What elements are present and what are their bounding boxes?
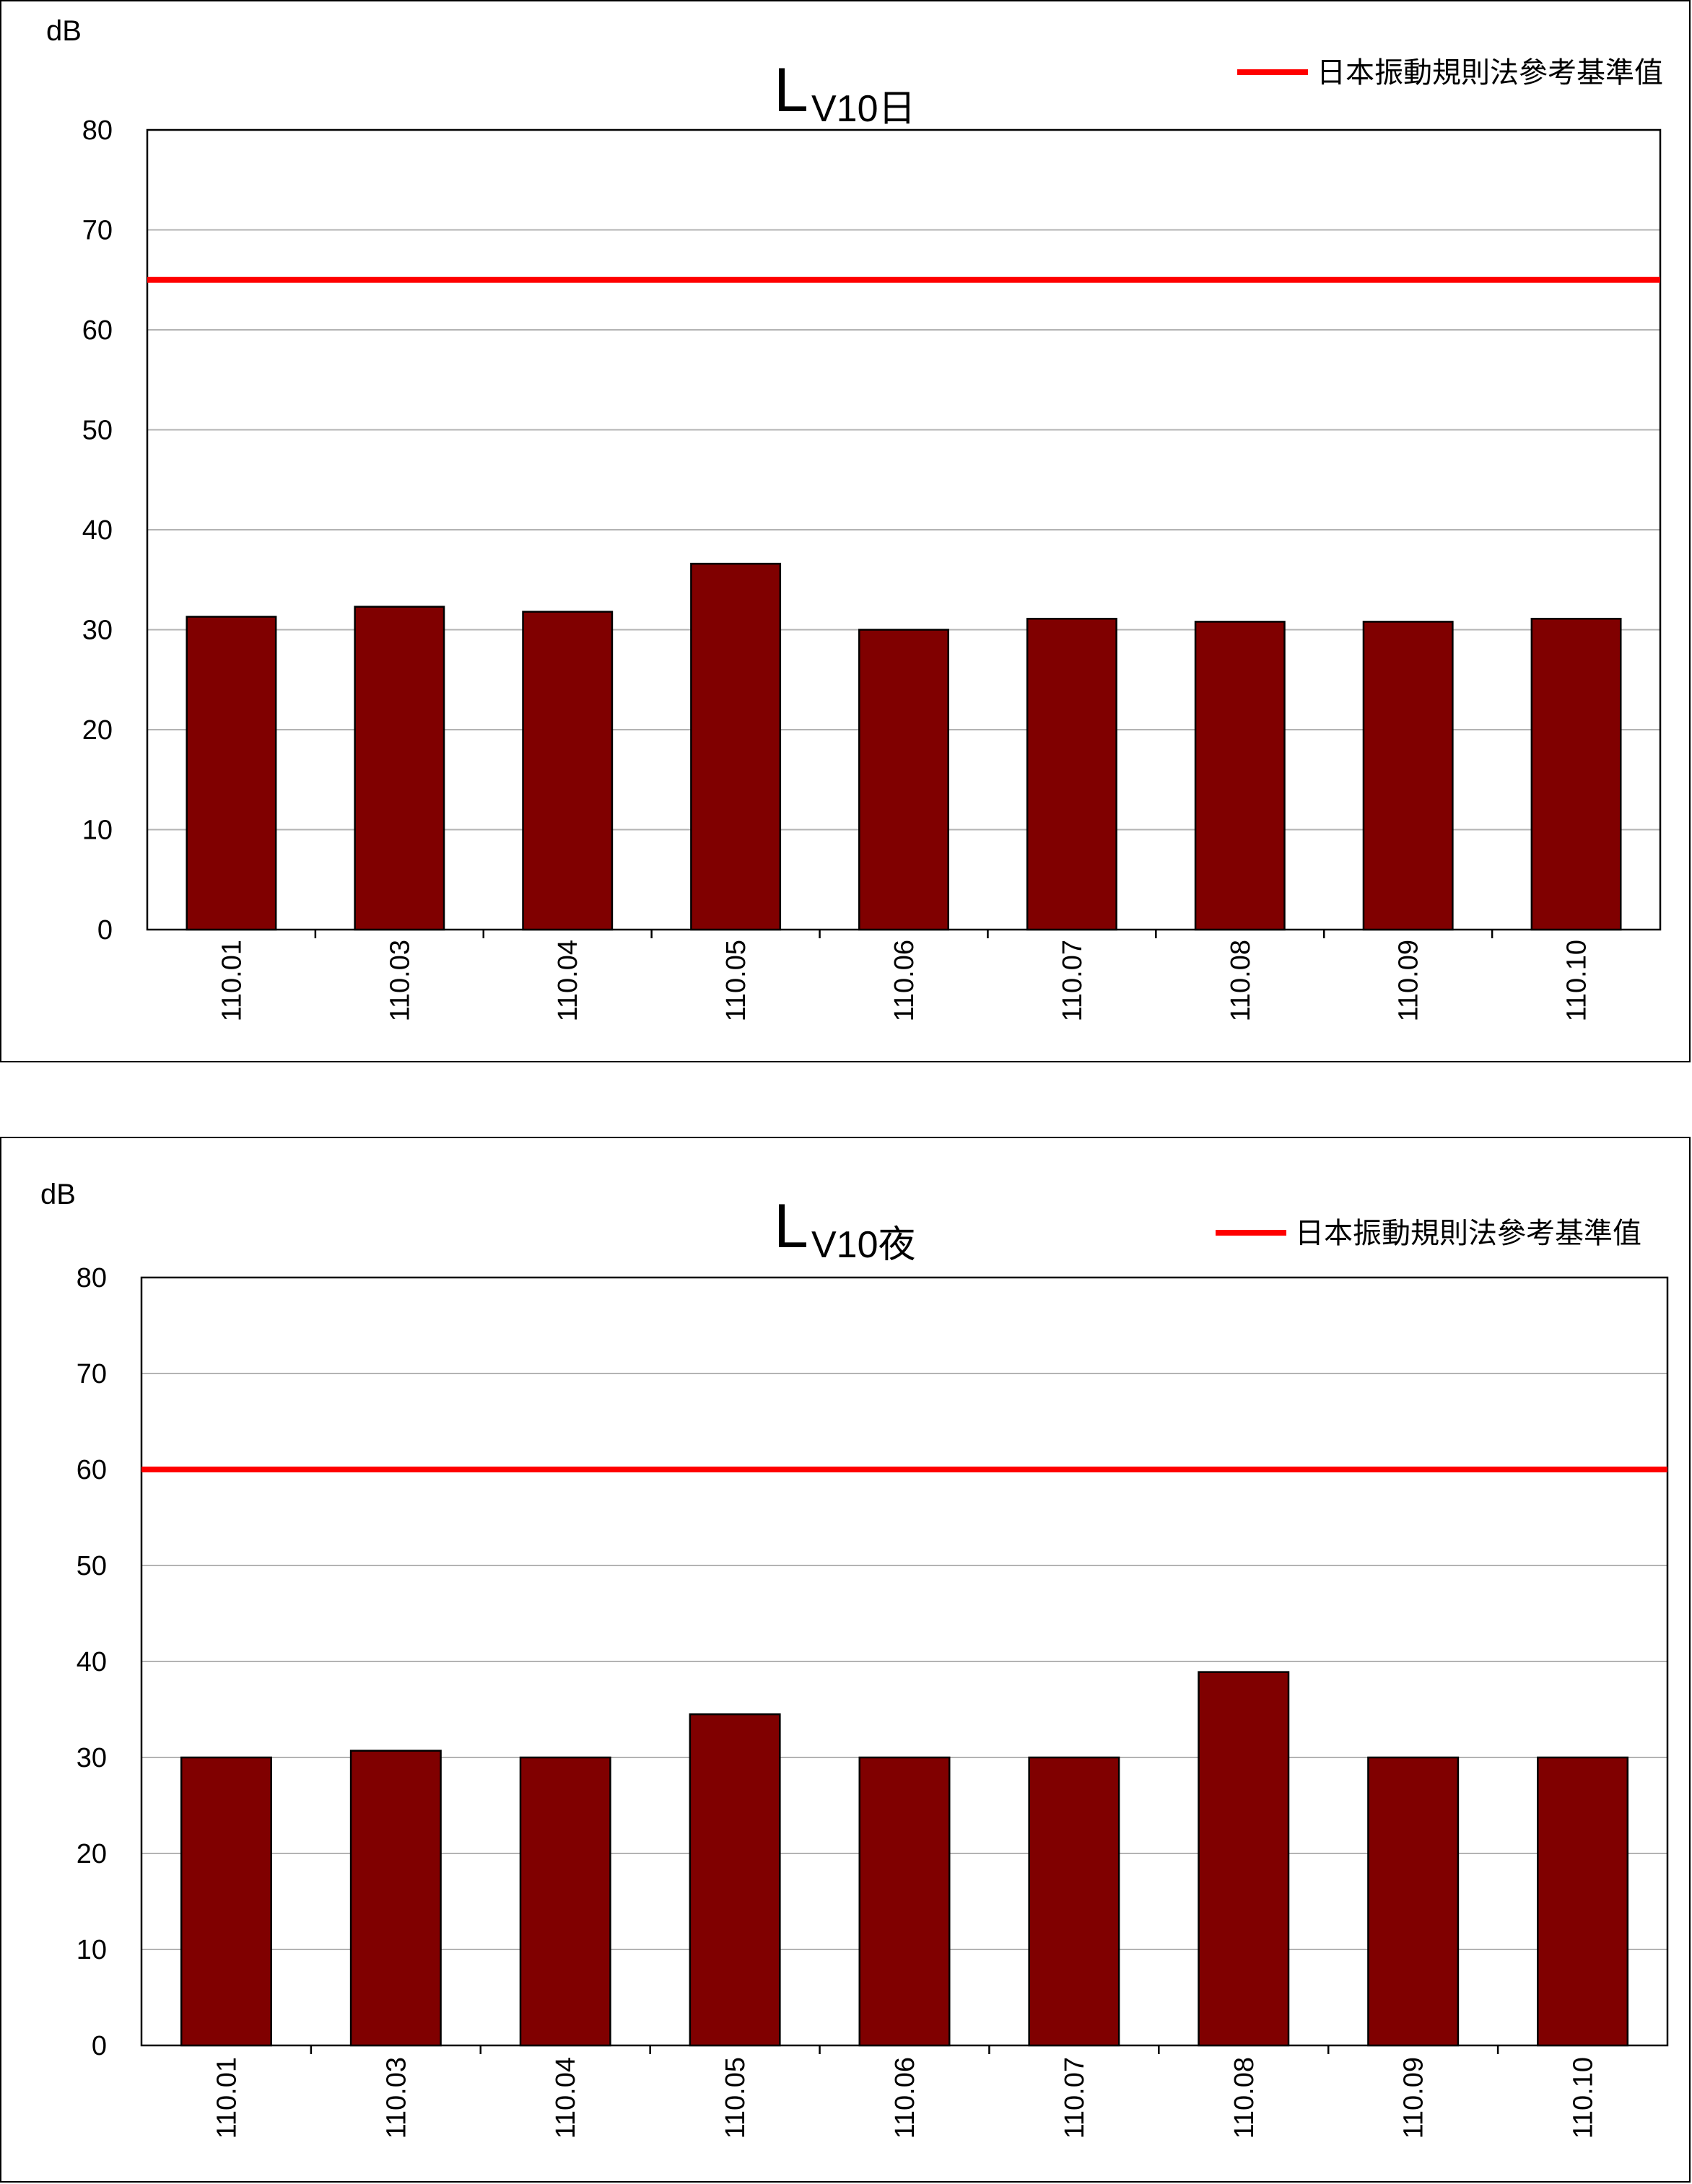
bar (180, 1756, 272, 2047)
x-tick-label: 110.01 (217, 940, 247, 1021)
x-tick-label: 110.08 (1229, 2057, 1260, 2139)
chart-svg-day: 0 10 20 30 40 50 60 70 80 110.01 110.03 110.04 110.0… (46, 15, 1663, 1021)
bar (1194, 621, 1286, 931)
y-tick-label: 70 (82, 216, 113, 246)
y-tick-label: 60 (77, 1455, 107, 1485)
bar (1026, 618, 1117, 931)
y-unit-label: dB (40, 1179, 76, 1210)
bar (522, 611, 614, 931)
bar (1537, 1756, 1629, 2047)
bar (349, 1750, 442, 2047)
x-tick-label: 110.07 (1060, 2057, 1090, 2139)
chart-title-main: L (774, 1192, 808, 1261)
bar (858, 629, 949, 931)
y-tick-label: 50 (77, 1551, 107, 1581)
x-tick-label: 110.05 (720, 2057, 751, 2139)
legend-label: 日本振動規則法參考基準值 (1317, 57, 1663, 89)
x-tick-label: 110.04 (553, 940, 583, 1021)
x-tick-label: 110.03 (381, 2057, 411, 2139)
y-tick-label: 60 (82, 315, 113, 346)
y-tick-label: 20 (77, 1839, 107, 1869)
x-tick-label: 110.08 (1226, 940, 1256, 1021)
x-tick-label: 110.09 (1394, 940, 1424, 1021)
x-tick-label: 110.06 (890, 2057, 920, 2139)
y-tick-label: 70 (77, 1359, 107, 1389)
y-unit-label: dB (46, 15, 82, 47)
y-tick-label: 10 (77, 1935, 107, 1965)
x-tick-label: 110.01 (212, 2057, 242, 2139)
chart-svg-night: 0 10 20 30 40 50 60 70 80 110.01 110.03 110.04 110.0… (40, 1179, 1669, 2139)
y-tick-label: 0 (92, 2031, 107, 2061)
bar (1362, 621, 1454, 931)
chart-night-lv10: 0 10 20 30 40 50 60 70 80 110.01 110.03 110.04 110.0… (0, 1137, 1691, 2183)
y-tick-label: 30 (77, 1743, 107, 1773)
legend-label: 日本振動規則法參考基準值 (1295, 1218, 1641, 1249)
y-tick-label: 80 (77, 1263, 107, 1293)
bar (1367, 1756, 1460, 2047)
y-tick-label: 0 (97, 915, 113, 945)
x-tick-label: 110.10 (1569, 2057, 1599, 2139)
bar (858, 1756, 951, 2047)
x-tick-label: 110.06 (889, 940, 920, 1021)
bar (1198, 1671, 1290, 2047)
y-tick-label: 40 (77, 1647, 107, 1677)
bar (1028, 1756, 1120, 2047)
x-tick-label: 110.07 (1058, 940, 1088, 1021)
bar (519, 1756, 611, 2047)
y-tick-label: 50 (82, 416, 113, 446)
bar (1530, 618, 1622, 931)
x-tick-label: 110.05 (721, 940, 751, 1021)
chart-title-main: L (774, 56, 808, 125)
x-tick-label: 110.03 (385, 940, 415, 1021)
chart-title-subscript: V10夜 (811, 1224, 916, 1266)
y-tick-label: 40 (82, 515, 113, 546)
bar (690, 562, 782, 931)
x-tick-label: 110.10 (1562, 940, 1592, 1021)
x-tick-label: 110.04 (551, 2057, 581, 2139)
bar (354, 606, 445, 931)
bar (186, 616, 277, 931)
y-tick-label: 80 (82, 115, 113, 146)
y-tick-label: 10 (82, 816, 113, 846)
x-tick-label: 110.09 (1399, 2057, 1429, 2139)
chart-day-lv10: 0 10 20 30 40 50 60 70 80 110.01 110.03 110.04 110.0… (0, 0, 1691, 1062)
y-tick-label: 30 (82, 616, 113, 646)
y-tick-label: 20 (82, 715, 113, 746)
chart-title-subscript: V10日 (811, 88, 916, 130)
bar (689, 1713, 781, 2047)
